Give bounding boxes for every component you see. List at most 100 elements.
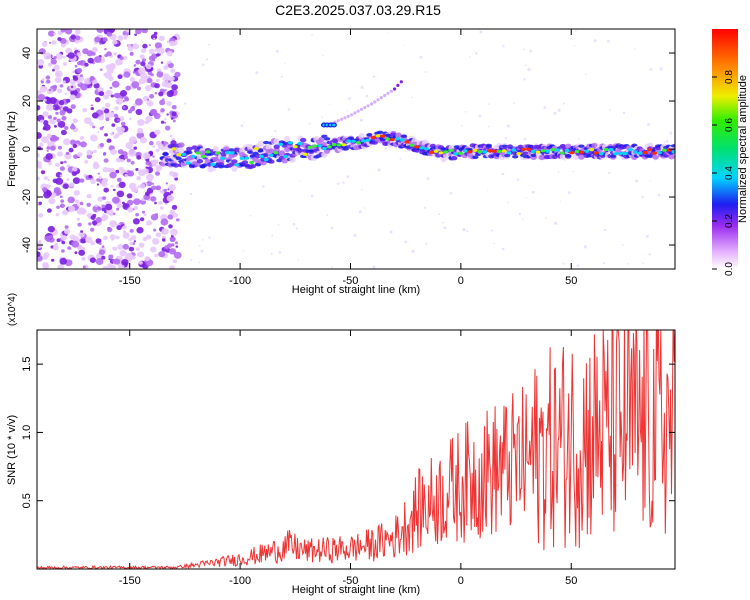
noise-speckle	[562, 262, 565, 265]
ridge-halo	[281, 141, 288, 145]
ridge-core	[467, 150, 473, 154]
noise-speckle	[104, 203, 113, 211]
ridge-core	[540, 149, 546, 153]
ridge-halo	[670, 144, 675, 148]
noise-speckle	[449, 191, 453, 195]
noise-speckle	[122, 243, 129, 250]
noise-speckle	[101, 245, 105, 248]
noise-speckle	[183, 102, 187, 105]
noise-speckle	[278, 251, 282, 254]
noise-speckle	[139, 183, 146, 189]
noise-speckle	[70, 34, 77, 40]
noise-speckle	[158, 35, 165, 41]
noise-speckle	[635, 179, 638, 183]
noise-speckle	[117, 35, 124, 41]
noise-speckle	[118, 167, 122, 170]
noise-speckle	[82, 108, 88, 113]
ridge-halo	[318, 136, 325, 142]
noise-speckle	[60, 129, 67, 136]
noise-speckle	[111, 123, 116, 127]
noise-speckle	[55, 111, 59, 115]
noise-speckle	[90, 227, 95, 232]
noise-speckle	[133, 240, 137, 243]
noise-speckle	[516, 178, 520, 181]
noise-speckle	[63, 160, 67, 164]
ridge-core	[642, 150, 648, 155]
noise-speckle	[129, 117, 132, 121]
noise-speckle	[41, 41, 48, 48]
colorbar-tick-label: 0.4	[724, 166, 735, 180]
noise-speckle	[146, 77, 153, 84]
noise-speckle	[70, 104, 76, 109]
noise-speckle	[170, 117, 174, 120]
noise-speckle	[128, 182, 137, 190]
secondary-track-point	[376, 98, 380, 102]
noise-speckle	[524, 64, 527, 67]
noise-speckle	[37, 251, 41, 258]
noise-speckle	[146, 180, 153, 187]
noise-speckle	[607, 39, 610, 43]
noise-speckle	[387, 32, 389, 34]
ridge-core	[594, 151, 599, 155]
ridge-halo	[384, 133, 392, 137]
secondary-track-point	[386, 91, 390, 95]
noise-speckle	[200, 249, 204, 253]
noise-speckle	[96, 29, 104, 33]
noise-speckle	[113, 258, 121, 265]
noise-speckle	[94, 36, 101, 43]
ridge-core	[671, 150, 675, 154]
ridge-core	[176, 153, 182, 157]
noise-speckle	[100, 68, 103, 71]
noise-speckle	[125, 29, 130, 33]
noise-speckle	[441, 221, 444, 224]
noise-speckle	[101, 204, 106, 209]
noise-speckle	[525, 197, 527, 199]
noise-speckle	[169, 134, 173, 138]
noise-speckle	[159, 99, 166, 106]
noise-speckle	[54, 70, 63, 78]
ridge-core	[448, 148, 454, 153]
noise-speckle	[74, 47, 77, 50]
noise-speckle	[86, 202, 91, 207]
noise-speckle	[101, 106, 106, 111]
ridge-core	[569, 151, 575, 155]
noise-speckle	[553, 111, 557, 115]
noise-speckle	[124, 173, 128, 178]
noise-speckle	[166, 113, 169, 116]
noise-speckle	[88, 222, 92, 226]
ridge-core	[356, 141, 361, 145]
ridge-halo	[186, 150, 193, 155]
ridge-halo	[257, 140, 265, 147]
noise-speckle	[116, 207, 120, 211]
noise-speckle	[95, 217, 102, 223]
noise-speckle	[42, 255, 48, 260]
noise-speckle	[493, 242, 496, 245]
noise-speckle	[164, 245, 169, 250]
noise-speckle	[137, 86, 141, 91]
noise-speckle	[104, 48, 107, 51]
noise-speckle	[287, 108, 291, 111]
noise-speckle	[271, 234, 274, 237]
noise-speckle	[110, 148, 117, 155]
noise-speckle	[131, 81, 140, 89]
noise-speckle	[45, 103, 54, 111]
noise-speckle	[107, 227, 113, 233]
x-tick-label: 50	[565, 275, 577, 287]
noise-speckle	[163, 121, 167, 124]
noise-speckle	[377, 168, 381, 172]
ridge-halo	[278, 150, 286, 156]
ridge-halo	[512, 155, 519, 159]
noise-speckle	[161, 238, 166, 242]
noise-speckle	[202, 239, 204, 241]
secondary-track-point	[336, 119, 340, 123]
noise-speckle	[299, 180, 301, 182]
noise-speckle	[48, 41, 52, 44]
noise-speckle	[110, 185, 114, 188]
noise-speckle	[543, 106, 547, 109]
noise-speckle	[96, 178, 101, 182]
noise-speckle	[78, 231, 85, 238]
ridge-core	[516, 152, 522, 156]
noise-speckle	[76, 67, 83, 74]
noise-speckle	[41, 136, 49, 144]
noise-speckle	[51, 258, 55, 262]
